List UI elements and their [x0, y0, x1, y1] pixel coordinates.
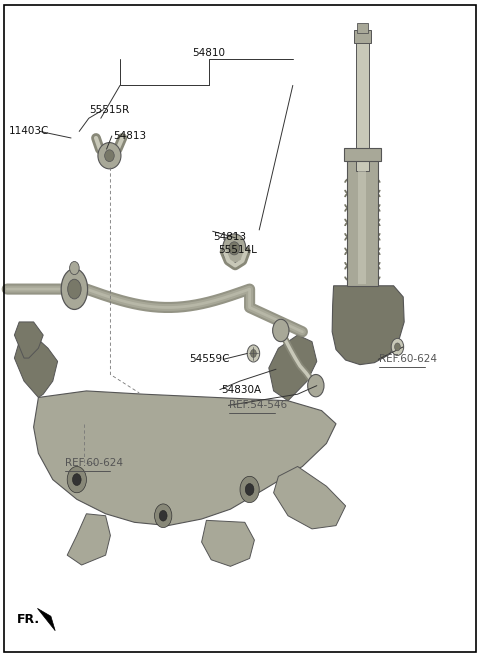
Polygon shape — [202, 520, 254, 566]
Circle shape — [70, 261, 79, 275]
Bar — [347, 158, 378, 286]
Text: 11403C: 11403C — [9, 126, 49, 137]
Ellipse shape — [68, 279, 81, 299]
Ellipse shape — [98, 143, 121, 169]
Polygon shape — [37, 608, 55, 631]
Circle shape — [391, 338, 404, 355]
Circle shape — [159, 510, 167, 521]
Bar — [358, 159, 366, 284]
Polygon shape — [274, 466, 346, 529]
Text: REF.60-624: REF.60-624 — [379, 354, 437, 365]
Circle shape — [245, 484, 254, 495]
Polygon shape — [67, 514, 110, 565]
Polygon shape — [34, 391, 336, 526]
Circle shape — [247, 345, 260, 362]
Circle shape — [273, 319, 289, 342]
Bar — [354, 30, 371, 43]
Circle shape — [155, 504, 172, 528]
Circle shape — [72, 474, 81, 486]
Ellipse shape — [223, 234, 246, 263]
Bar — [356, 39, 369, 171]
Ellipse shape — [105, 150, 114, 162]
Polygon shape — [269, 335, 317, 401]
Ellipse shape — [229, 242, 240, 255]
Polygon shape — [14, 335, 58, 397]
Text: 54813: 54813 — [214, 231, 247, 242]
Circle shape — [395, 343, 400, 351]
Text: FR.: FR. — [17, 613, 40, 626]
Text: 55514L: 55514L — [218, 244, 257, 255]
Text: 54559C: 54559C — [190, 354, 230, 365]
Text: 54810: 54810 — [192, 47, 225, 58]
Ellipse shape — [61, 269, 88, 309]
Circle shape — [251, 350, 256, 357]
Text: 54830A: 54830A — [221, 384, 261, 395]
Text: REF.60-624: REF.60-624 — [65, 458, 123, 468]
Polygon shape — [332, 286, 404, 365]
Bar — [357, 23, 368, 33]
Text: 55515R: 55515R — [89, 104, 129, 115]
Polygon shape — [14, 322, 43, 358]
Circle shape — [240, 476, 259, 503]
Circle shape — [308, 374, 324, 397]
Text: 54813: 54813 — [113, 131, 146, 141]
Text: REF.54-546: REF.54-546 — [229, 400, 288, 411]
Bar — [344, 148, 381, 161]
Circle shape — [67, 466, 86, 493]
